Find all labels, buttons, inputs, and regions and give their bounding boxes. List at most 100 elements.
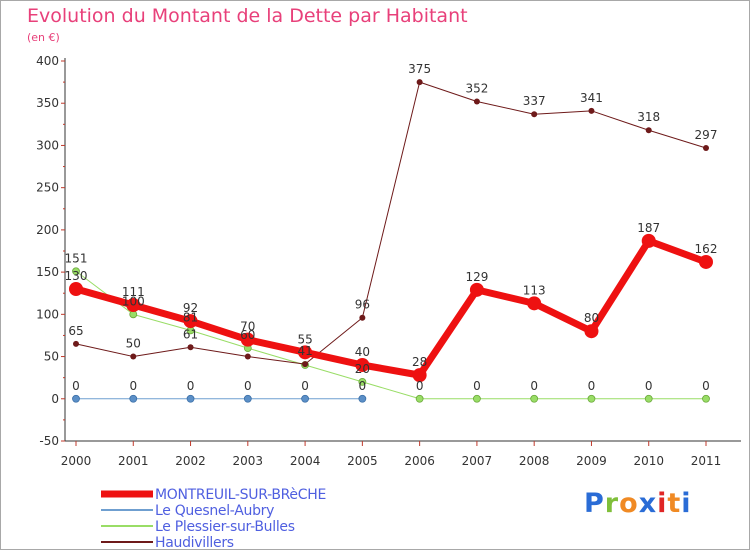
series-line xyxy=(75,81,707,365)
data-label: 162 xyxy=(695,242,718,256)
data-label: 61 xyxy=(183,327,198,341)
legend-label: Le Quesnel-Aubry xyxy=(155,503,274,519)
data-label: 41 xyxy=(297,344,312,358)
series-le-plessier-sur-bulles xyxy=(72,267,710,403)
data-label: 341 xyxy=(580,91,603,105)
data-label: 40 xyxy=(355,345,370,359)
legend-item: Le Plessier-sur-Bulles xyxy=(101,519,295,535)
data-point xyxy=(699,254,713,269)
data-label: 0 xyxy=(301,379,309,393)
data-label: 113 xyxy=(523,283,546,297)
data-point xyxy=(530,394,539,403)
chart-title: Evolution du Montant de la Dette par Hab… xyxy=(27,5,468,27)
data-point xyxy=(588,107,595,114)
x-tick-label: 2007 xyxy=(462,454,493,468)
data-point xyxy=(355,358,370,372)
data-label: 129 xyxy=(465,270,488,284)
data-label: 96 xyxy=(355,298,370,312)
data-label: 80 xyxy=(584,311,599,325)
data-point xyxy=(301,394,309,403)
data-point xyxy=(527,296,542,311)
data-point xyxy=(703,144,709,151)
data-point xyxy=(244,353,251,360)
data-label: 0 xyxy=(473,379,481,393)
data-point xyxy=(641,233,656,248)
data-label: 0 xyxy=(530,379,538,393)
x-tick-label: 2011 xyxy=(691,454,722,468)
series-line xyxy=(75,270,707,400)
y-tick-label: 200 xyxy=(36,223,59,237)
data-point xyxy=(416,79,423,86)
y-tick-label: 250 xyxy=(36,181,59,195)
data-label: 337 xyxy=(523,94,546,108)
series-layer xyxy=(69,79,713,403)
data-point xyxy=(129,394,138,403)
x-tick-label: 2001 xyxy=(118,454,149,468)
y-tick-label: 100 xyxy=(36,307,59,321)
x-tick-label: 2009 xyxy=(576,454,607,468)
x-tick-label: 2006 xyxy=(404,454,435,468)
data-label: 28 xyxy=(412,355,427,369)
data-point xyxy=(415,394,424,403)
data-point xyxy=(645,127,652,134)
data-label: 318 xyxy=(637,110,660,124)
data-label: 187 xyxy=(637,221,660,235)
data-label: 375 xyxy=(408,62,431,76)
data-label: 0 xyxy=(244,379,252,393)
x-tick-label: 2000 xyxy=(61,454,92,468)
data-point xyxy=(72,394,80,403)
y-tick-label: 0 xyxy=(51,392,59,406)
series-le-quesnel-aubry xyxy=(72,394,367,403)
data-point xyxy=(243,394,252,403)
data-labels: 151 100 81 60 20 65 50 61 41 96 375 352 337 341 318 297… xyxy=(65,62,718,393)
y-tick-label: -50 xyxy=(39,434,59,448)
data-point xyxy=(531,111,538,118)
legend-label: Haudivillers xyxy=(155,535,234,550)
data-label: 0 xyxy=(129,379,137,393)
data-point xyxy=(702,394,710,403)
data-point xyxy=(473,98,480,105)
data-label: 0 xyxy=(72,379,80,393)
legend-item: Haudivillers xyxy=(101,535,234,550)
data-point xyxy=(587,394,596,403)
data-point xyxy=(473,394,481,403)
series-haudivillers xyxy=(73,79,709,368)
data-label: 151 xyxy=(65,251,88,265)
y-tick-label: 400 xyxy=(36,54,59,68)
data-label: 111 xyxy=(122,285,145,299)
proxiti-logo: Proxiti xyxy=(584,488,692,519)
data-point xyxy=(469,282,484,297)
data-point xyxy=(412,368,427,383)
x-tick-label: 2004 xyxy=(290,454,321,468)
x-tick-label: 2003 xyxy=(233,454,264,468)
y-tick-label: 350 xyxy=(36,96,59,110)
data-label: 60 xyxy=(240,328,255,342)
data-point xyxy=(644,394,653,403)
data-label: 0 xyxy=(359,379,367,393)
data-label: 55 xyxy=(297,332,312,346)
data-label: 81 xyxy=(183,310,198,324)
data-point xyxy=(298,345,313,360)
data-point xyxy=(358,394,367,403)
data-label: 0 xyxy=(702,379,710,393)
x-tick-label: 2008 xyxy=(519,454,550,468)
data-label: 65 xyxy=(68,324,83,338)
y-tick-label: 300 xyxy=(36,138,59,152)
x-tick-label: 2005 xyxy=(347,454,378,468)
data-label: 130 xyxy=(65,269,88,283)
series-line xyxy=(72,237,710,379)
data-label: 297 xyxy=(695,128,718,142)
data-point xyxy=(130,353,137,360)
data-point xyxy=(358,377,367,386)
data-label: 20 xyxy=(355,362,370,376)
data-label: 0 xyxy=(588,379,596,393)
data-point xyxy=(72,267,80,276)
y-tick-label: 50 xyxy=(44,350,59,364)
data-point xyxy=(359,314,366,321)
data-point xyxy=(186,394,195,403)
y-tick-label: 150 xyxy=(36,265,59,279)
data-label: 0 xyxy=(187,379,195,393)
